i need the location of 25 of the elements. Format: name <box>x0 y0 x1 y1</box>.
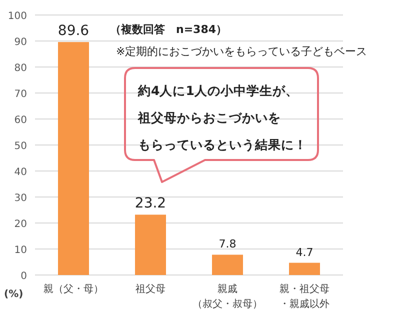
y-tick-label: 50 <box>14 141 27 152</box>
data-label: 7.8 <box>218 238 236 251</box>
data-label: 4.7 <box>296 246 314 259</box>
y-tick-label: 0 <box>20 271 27 282</box>
x-tick-label: 親戚（叔父・叔母） <box>192 283 262 310</box>
data-label: 89.6 <box>58 23 90 40</box>
annotation: もらっているという結果に！ <box>138 137 307 152</box>
y-tick-label: 80 <box>14 63 27 74</box>
y-tick-label: 30 <box>14 193 27 204</box>
y-axis-title: (%) <box>4 289 24 300</box>
annotation: （複数回答 n=384） <box>110 23 228 36</box>
y-tick-label: 70 <box>14 89 27 100</box>
y-tick-label: 40 <box>14 167 27 178</box>
data-label: 23.2 <box>134 196 166 212</box>
annotation: 祖父母からおこづかいを <box>137 110 281 125</box>
annotation: 約4人に1人の小中学生が、 <box>137 83 298 98</box>
y-tick-label: 60 <box>14 115 27 126</box>
y-tick-label: 10 <box>14 245 27 256</box>
x-tick-label: 親・祖父母・親戚以外 <box>280 283 330 310</box>
annotation: ※定期的におこづかいをもらっている子どもベース <box>116 45 368 58</box>
y-tick-label: 100 <box>8 11 27 22</box>
x-tick-label: 祖父母 <box>136 283 166 295</box>
y-tick-label: 90 <box>14 37 27 48</box>
x-tick-label: 親（父・母） <box>44 283 104 295</box>
y-tick-label: 20 <box>14 219 27 230</box>
